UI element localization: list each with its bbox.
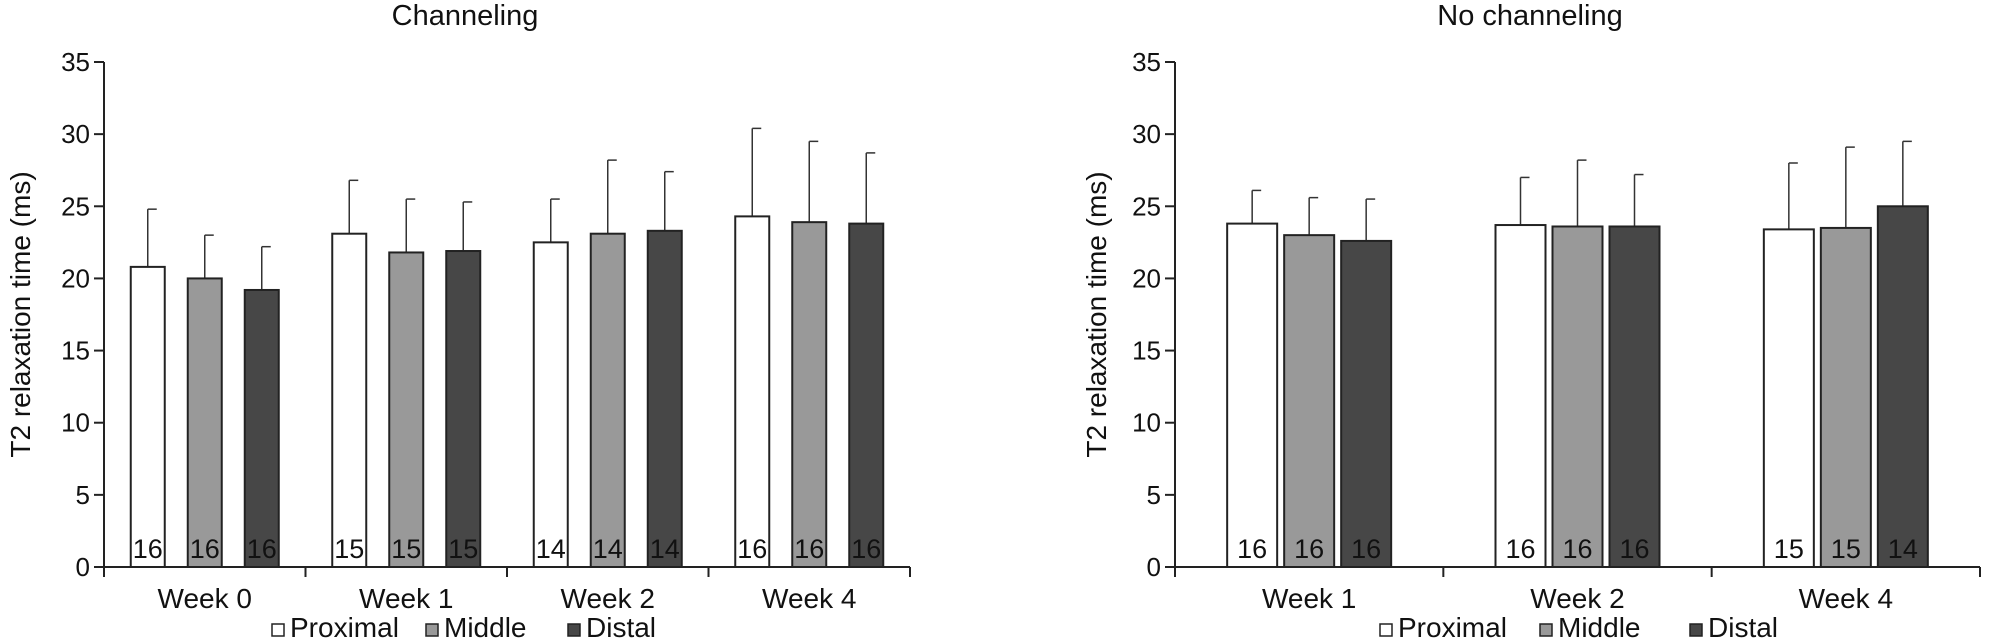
- sample-size-label: 16: [247, 534, 277, 564]
- sample-size-label: 16: [1351, 534, 1381, 564]
- bar-proximal: [129, 265, 166, 568]
- y-tick-label: 10: [1132, 408, 1161, 438]
- bar-middle: [791, 221, 828, 569]
- y-tick-label: 30: [61, 119, 90, 149]
- bar-distal: [243, 288, 280, 568]
- legend-label: Proximal: [1398, 612, 1507, 641]
- y-tick-label: 35: [1132, 47, 1161, 77]
- sample-size-label: 14: [536, 534, 566, 564]
- legend-label: Distal: [1708, 612, 1778, 641]
- sample-size-label: 16: [1619, 534, 1649, 564]
- sample-size-label: 15: [1774, 534, 1804, 564]
- bar-middle: [1551, 225, 1604, 568]
- x-tick-label: Week 2: [1530, 583, 1624, 614]
- legend-swatch: [425, 623, 439, 637]
- y-tick-label: 10: [61, 408, 90, 438]
- legend-swatch: [1689, 623, 1703, 637]
- y-tick-label: 0: [1147, 552, 1161, 582]
- legend-label: Proximal: [290, 612, 399, 641]
- bar-distal: [1340, 239, 1393, 569]
- bar-distal: [445, 250, 482, 568]
- bar-proximal: [331, 232, 368, 568]
- bar-middle: [589, 232, 626, 568]
- x-tick-label: Week 0: [158, 583, 252, 614]
- sample-size-label: 14: [593, 534, 623, 564]
- bar-proximal: [1762, 228, 1815, 568]
- chart-title: Channeling: [392, 0, 539, 32]
- sample-size-label: 16: [1294, 534, 1324, 564]
- legend-swatch: [271, 623, 285, 637]
- bar-middle: [1283, 234, 1336, 568]
- bar-distal: [1608, 225, 1661, 568]
- legend-label: Distal: [586, 612, 656, 641]
- sample-size-label: 16: [1562, 534, 1592, 564]
- legend-label: Middle: [444, 612, 526, 641]
- sample-size-label: 16: [851, 534, 881, 564]
- sample-size-label: 16: [794, 534, 824, 564]
- legend-swatch: [1379, 623, 1393, 637]
- legend-swatch: [567, 623, 581, 637]
- bar-middle: [186, 277, 223, 568]
- x-tick-label: Week 2: [561, 583, 655, 614]
- sample-size-label: 14: [650, 534, 680, 564]
- chart-title: No channeling: [1437, 0, 1622, 32]
- y-tick-label: 15: [1132, 336, 1161, 366]
- sample-size-label: 16: [1237, 534, 1267, 564]
- y-tick-label: 5: [1147, 480, 1161, 510]
- y-tick-label: 25: [1132, 191, 1161, 221]
- legend-label: Middle: [1558, 612, 1640, 641]
- sample-size-label: 15: [1831, 534, 1861, 564]
- y-axis-label: T2 relaxation time (ms): [1081, 171, 1112, 457]
- bar-middle: [388, 251, 425, 568]
- x-tick-label: Week 1: [1262, 583, 1356, 614]
- x-tick-label: Week 1: [359, 583, 453, 614]
- y-tick-label: 0: [76, 552, 90, 582]
- y-axis-label: T2 relaxation time (ms): [5, 171, 36, 457]
- sample-size-label: 15: [391, 534, 421, 564]
- bar-middle: [1819, 226, 1872, 569]
- sample-size-label: 16: [737, 534, 767, 564]
- y-tick-label: 20: [61, 263, 90, 293]
- sample-size-label: 16: [190, 534, 220, 564]
- y-tick-label: 35: [61, 47, 90, 77]
- bar-distal: [646, 229, 683, 568]
- x-tick-label: Week 4: [1799, 583, 1893, 614]
- sample-size-label: 16: [1505, 534, 1535, 564]
- chart-channeling: Channeling T2 relaxation time (ms) 0 5 10 1…: [5, 0, 911, 641]
- y-tick-label: 30: [1132, 119, 1161, 149]
- y-tick-label: 5: [76, 480, 90, 510]
- bar-distal: [1876, 205, 1929, 569]
- chart-no-channeling: No channeling T2 relaxation time (ms) 0 5…: [1081, 0, 1981, 641]
- bar-proximal: [1494, 224, 1547, 569]
- sample-size-label: 14: [1888, 534, 1918, 564]
- sample-size-label: 15: [334, 534, 364, 564]
- bar-proximal: [1226, 222, 1279, 568]
- bar-distal: [848, 222, 885, 568]
- y-tick-label: 25: [61, 191, 90, 221]
- x-tick-label: Week 4: [762, 583, 856, 614]
- bar-proximal: [532, 241, 569, 568]
- legend-swatch: [1539, 623, 1553, 637]
- sample-size-label: 15: [448, 534, 478, 564]
- y-tick-label: 20: [1132, 263, 1161, 293]
- y-tick-label: 15: [61, 336, 90, 366]
- bar-proximal: [734, 215, 771, 568]
- sample-size-label: 16: [133, 534, 163, 564]
